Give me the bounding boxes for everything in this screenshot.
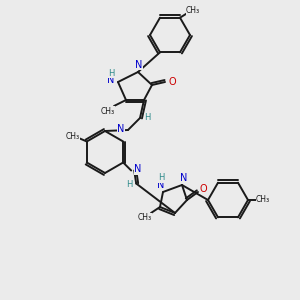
Text: CH₃: CH₃ bbox=[101, 106, 115, 116]
Text: H: H bbox=[144, 113, 150, 122]
Text: N: N bbox=[134, 164, 142, 175]
Text: H: H bbox=[108, 68, 114, 77]
Text: H: H bbox=[158, 173, 164, 182]
Text: O: O bbox=[199, 184, 207, 194]
Text: N: N bbox=[107, 75, 115, 85]
Text: H: H bbox=[126, 180, 132, 189]
Text: N: N bbox=[157, 180, 165, 190]
Text: N: N bbox=[135, 60, 143, 70]
Text: CH₃: CH₃ bbox=[138, 214, 152, 223]
Text: CH₃: CH₃ bbox=[256, 196, 270, 205]
Text: CH₃: CH₃ bbox=[66, 132, 80, 141]
Text: O: O bbox=[168, 77, 176, 87]
Text: N: N bbox=[180, 173, 188, 183]
Text: CH₃: CH₃ bbox=[186, 6, 200, 15]
Text: N: N bbox=[117, 124, 125, 134]
